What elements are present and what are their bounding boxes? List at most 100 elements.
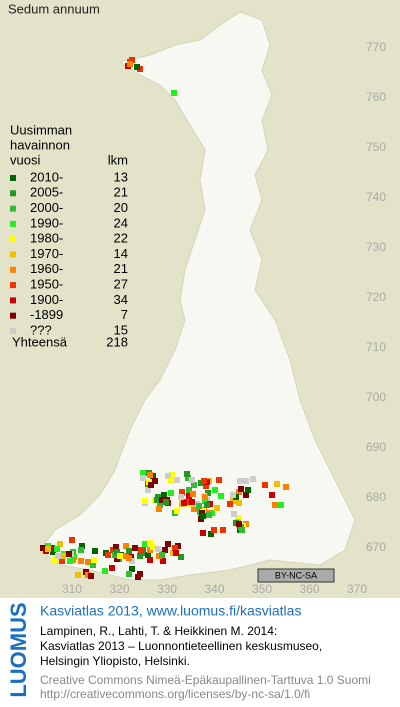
occurrence-square [114, 549, 120, 555]
occurrence-square [75, 572, 81, 578]
occurrence-square [178, 494, 184, 500]
y-coordinate: 770 [366, 40, 386, 54]
y-coordinate: 670 [366, 540, 386, 554]
occurrence-square [161, 492, 167, 498]
x-coordinate: 360 [299, 582, 319, 596]
occurrence-square [155, 494, 161, 500]
occurrence-square [113, 544, 119, 550]
legend-count: 20 [114, 200, 128, 215]
legend-label: 2005- [30, 185, 63, 200]
legend-count: 21 [114, 185, 128, 200]
legend-label: 1970- [30, 246, 63, 261]
occurrence-square [274, 481, 280, 487]
legend-swatch [10, 297, 16, 304]
occurrence-square [174, 477, 180, 483]
occurrence-square [148, 482, 154, 488]
occurrence-square [262, 482, 268, 488]
legend-header: havainnon [10, 137, 70, 152]
occurrence-square [134, 64, 140, 70]
occurrence-square [66, 551, 72, 557]
occurrence-square [200, 513, 206, 519]
license-line: http://creativecommons.org/licenses/by-n… [40, 687, 310, 701]
occurrence-square [169, 472, 175, 478]
occurrence-square [132, 545, 138, 551]
legend-header: Uusimman [10, 122, 72, 137]
occurrence-square [140, 475, 146, 481]
legend-count: 27 [114, 277, 128, 292]
citation-line: Kasviatlas 2013 – Luonnontieteellinen ke… [40, 639, 322, 653]
legend-label: ??? [30, 322, 52, 337]
legend-label: 2000- [30, 200, 63, 215]
occurrence-square [205, 490, 211, 496]
occurrence-square [218, 493, 224, 499]
legend-swatch [10, 190, 16, 197]
legend-label: 1980- [30, 231, 63, 246]
occurrence-square [145, 487, 151, 493]
occurrence-square [126, 548, 132, 554]
occurrence-square [155, 546, 161, 552]
x-coordinate: 310 [62, 582, 82, 596]
legend-count: 34 [114, 292, 128, 307]
occurrence-square [238, 486, 244, 492]
occurrence-square [171, 90, 177, 96]
x-coordinate: 370 [347, 582, 367, 596]
y-coordinate: 740 [366, 190, 386, 204]
legend-count: 15 [114, 322, 128, 337]
occurrence-square [278, 502, 284, 508]
occurrence-square [162, 547, 168, 553]
occurrence-square [159, 552, 165, 558]
occurrence-square [165, 541, 171, 547]
occurrence-square [90, 562, 96, 568]
occurrence-square [79, 543, 85, 549]
occurrence-square [126, 555, 132, 561]
x-coordinate: 340 [204, 582, 224, 596]
occurrence-square [85, 559, 91, 565]
legend-total: 218 [106, 334, 128, 349]
occurrence-square [50, 549, 56, 555]
occurrence-square [208, 531, 214, 537]
occurrence-square [60, 553, 66, 559]
occurrence-square [202, 494, 208, 500]
occurrence-square [184, 471, 190, 477]
occurrence-square [160, 558, 166, 564]
y-coordinate: 760 [366, 90, 386, 104]
occurrence-square [186, 487, 192, 493]
occurrence-square [102, 568, 108, 574]
occurrence-square [236, 500, 242, 506]
occurrence-square [163, 499, 169, 505]
occurrence-square [243, 492, 249, 498]
occurrence-square [283, 484, 289, 490]
legend-swatch [10, 205, 16, 212]
occurrence-square [147, 540, 153, 546]
occurrence-square [129, 566, 135, 572]
occurrence-square [69, 537, 75, 543]
occurrence-square [181, 500, 187, 506]
occurrence-square [109, 565, 115, 571]
occurrence-square [189, 477, 195, 483]
logo: LUOMUS [6, 602, 31, 697]
y-coordinate: 730 [366, 240, 386, 254]
occurrence-square [91, 557, 97, 563]
occurrence-square [202, 498, 208, 504]
legend-count: 22 [114, 231, 128, 246]
y-coordinate: 720 [366, 290, 386, 304]
legend-label: 2010- [30, 169, 63, 184]
occurrence-square [212, 487, 218, 493]
occurrence-square [272, 502, 278, 508]
occurrence-square [51, 558, 57, 564]
occurrence-square [243, 478, 249, 484]
occurrence-square [227, 501, 233, 507]
occurrence-square [127, 61, 133, 67]
occurrence-square [168, 490, 174, 496]
occurrence-square [45, 546, 51, 552]
legend-swatch [10, 175, 16, 181]
x-coordinate: 350 [252, 582, 272, 596]
y-coordinate: 700 [366, 390, 386, 404]
cc-badge-text: BY-NC-SA [275, 570, 317, 580]
occurrence-square [206, 512, 212, 518]
occurrence-square [147, 557, 153, 563]
occurrence-square [203, 483, 209, 489]
legend-swatch [10, 236, 16, 243]
occurrence-square [123, 543, 129, 549]
y-coordinate: 710 [366, 340, 386, 354]
